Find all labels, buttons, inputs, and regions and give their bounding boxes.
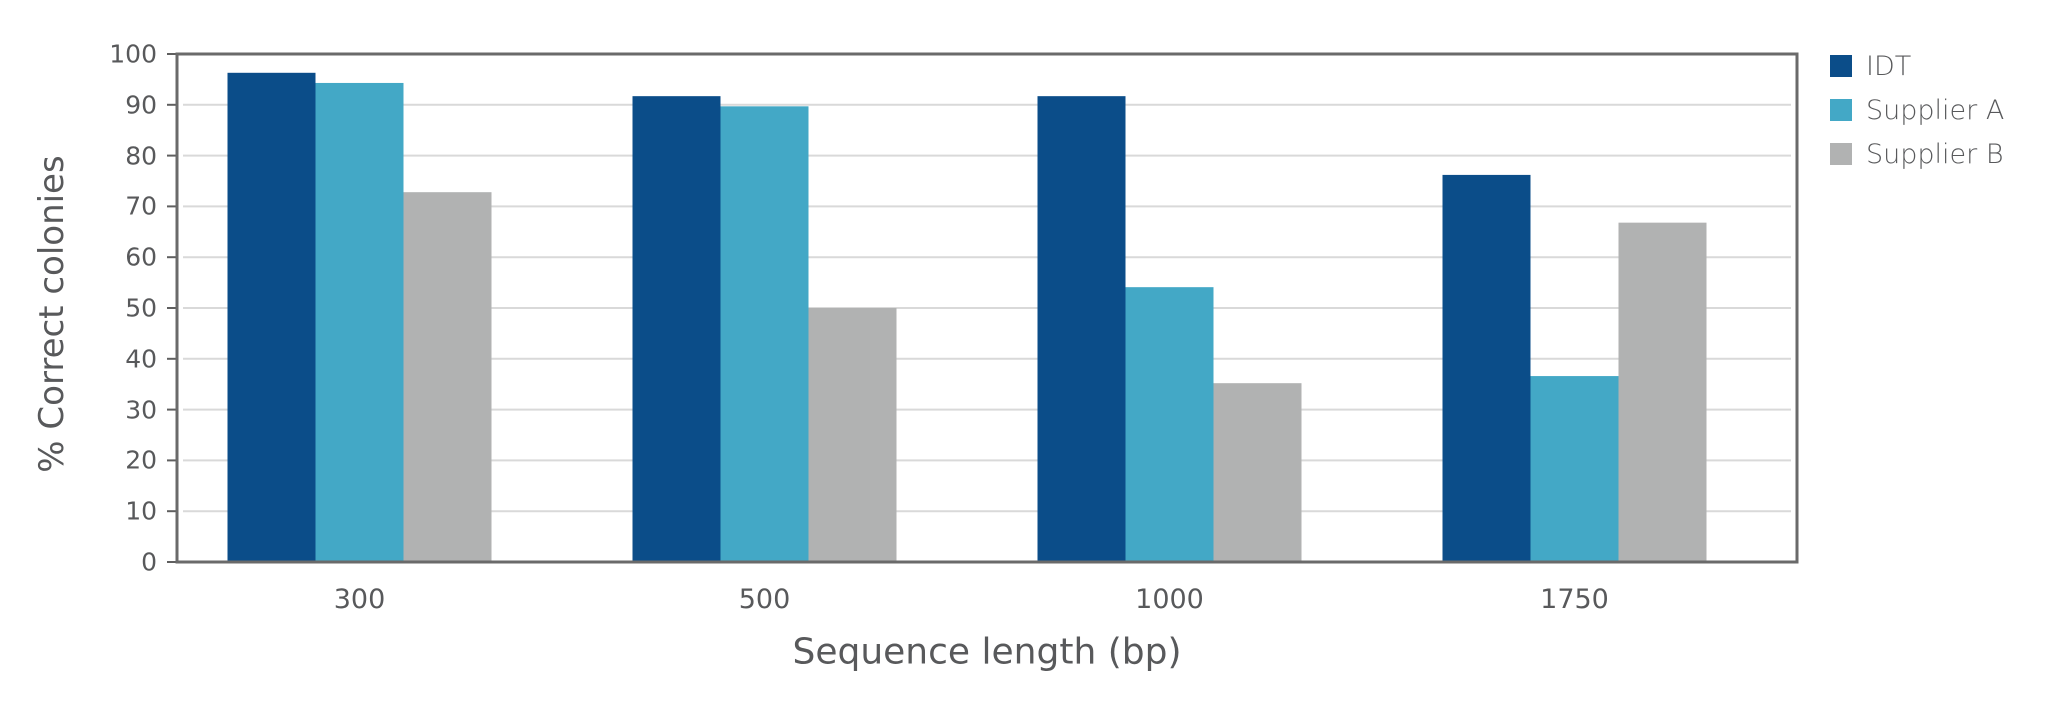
x-tick-label: 500 — [738, 584, 791, 615]
y-tick-label: 60 — [125, 242, 157, 272]
y-tick-label: 30 — [125, 395, 157, 425]
y-tick-label: 0 — [141, 547, 157, 577]
x-tick-label: 1000 — [1135, 584, 1204, 615]
x-axis-label: Sequence length (bp) — [792, 631, 1182, 673]
x-tick-label: 1750 — [1540, 584, 1609, 615]
legend-item-supplier-b: Supplier B — [1830, 132, 2004, 176]
y-tick-label: 100 — [109, 39, 157, 69]
bar — [1530, 376, 1619, 562]
bar — [227, 72, 316, 563]
y-tick-label: 40 — [125, 344, 157, 374]
legend-label: IDT — [1866, 50, 1912, 82]
bar — [1037, 96, 1126, 562]
legend-swatch-supplier-b — [1830, 143, 1852, 165]
y-tick-label: 90 — [125, 90, 157, 120]
legend-label: Supplier B — [1866, 138, 2004, 170]
y-tick-label: 10 — [125, 496, 157, 526]
legend-label: Supplier A — [1866, 94, 2005, 126]
y-axis-label: % Correct colonies — [32, 155, 72, 473]
bar — [632, 96, 721, 562]
bar — [1442, 174, 1531, 563]
bar — [1618, 222, 1707, 562]
legend-swatch-supplier-a — [1830, 99, 1852, 121]
bar — [720, 106, 809, 562]
y-tick-label: 80 — [125, 141, 157, 171]
legend-swatch-idt — [1830, 55, 1852, 77]
legend-item-idt: IDT — [1830, 44, 2004, 88]
x-tick-label: 300 — [333, 584, 386, 615]
bar — [1125, 287, 1214, 562]
bar — [403, 192, 492, 562]
plot-frame — [175, 52, 1799, 564]
y-tick-label: 20 — [125, 445, 157, 475]
y-tick-label: 50 — [125, 293, 157, 323]
bar — [808, 308, 897, 562]
y-tick-label: 70 — [125, 191, 157, 221]
legend-item-supplier-a: Supplier A — [1830, 88, 2004, 132]
bar — [315, 82, 404, 563]
legend: IDT Supplier A Supplier B — [1830, 44, 2004, 176]
bar — [1213, 383, 1302, 562]
